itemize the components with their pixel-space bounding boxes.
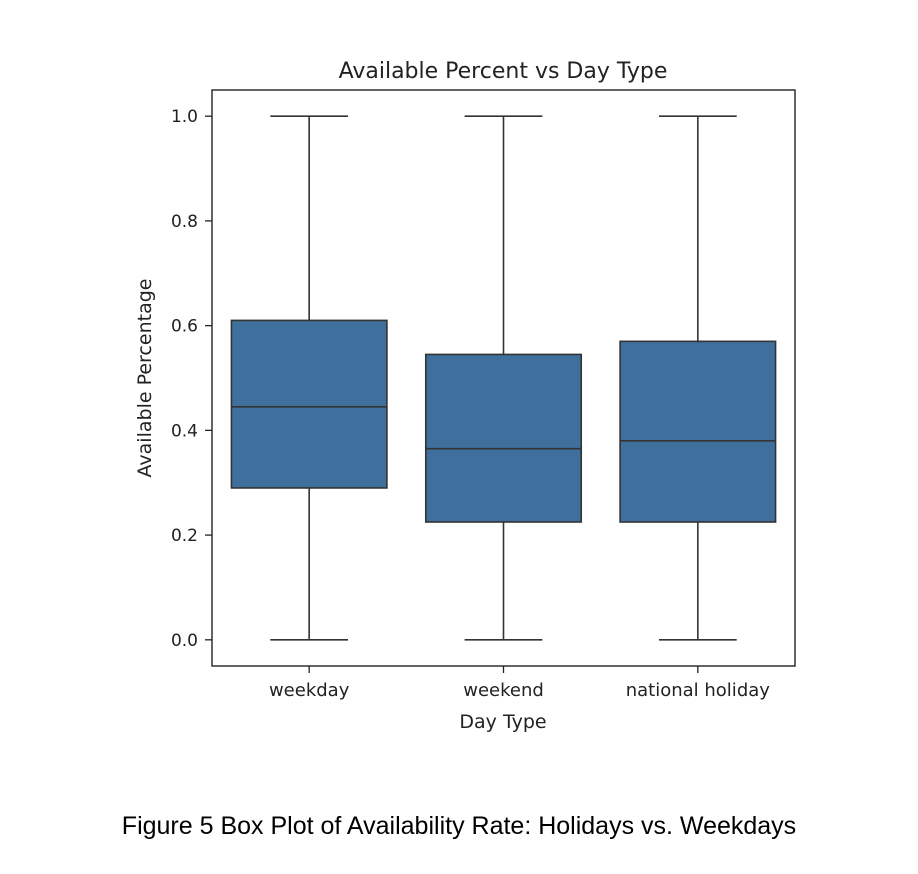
y-tick-label: 0.0 xyxy=(171,631,198,651)
y-tick-label: 0.2 xyxy=(171,526,198,546)
figure-caption: Figure 5 Box Plot of Availability Rate: … xyxy=(121,812,797,840)
y-tick-label: 0.6 xyxy=(171,317,198,337)
iqr-box xyxy=(619,340,777,523)
y-axis-label: Available Percentage xyxy=(134,279,156,478)
box-group-1 xyxy=(424,115,583,641)
y-tick-label: 1.0 xyxy=(171,107,198,127)
chart-title: Available Percent vs Day Type xyxy=(339,59,668,84)
y-tick-label: 0.4 xyxy=(171,421,198,441)
iqr-box xyxy=(230,319,388,489)
iqr-box xyxy=(424,353,583,523)
x-axis-label: Day Type xyxy=(459,711,546,733)
y-tick-label: 0.8 xyxy=(171,212,198,232)
x-tick-label: national holiday xyxy=(626,680,771,701)
box-group-0 xyxy=(230,115,388,641)
box-group-2 xyxy=(619,115,777,641)
x-tick-label: weekday xyxy=(269,680,350,701)
box-plot-chart: Available Percent vs Day Type 0.0 0.2 0.4 0… xyxy=(134,59,796,733)
x-tick-label: weekend xyxy=(463,680,544,701)
